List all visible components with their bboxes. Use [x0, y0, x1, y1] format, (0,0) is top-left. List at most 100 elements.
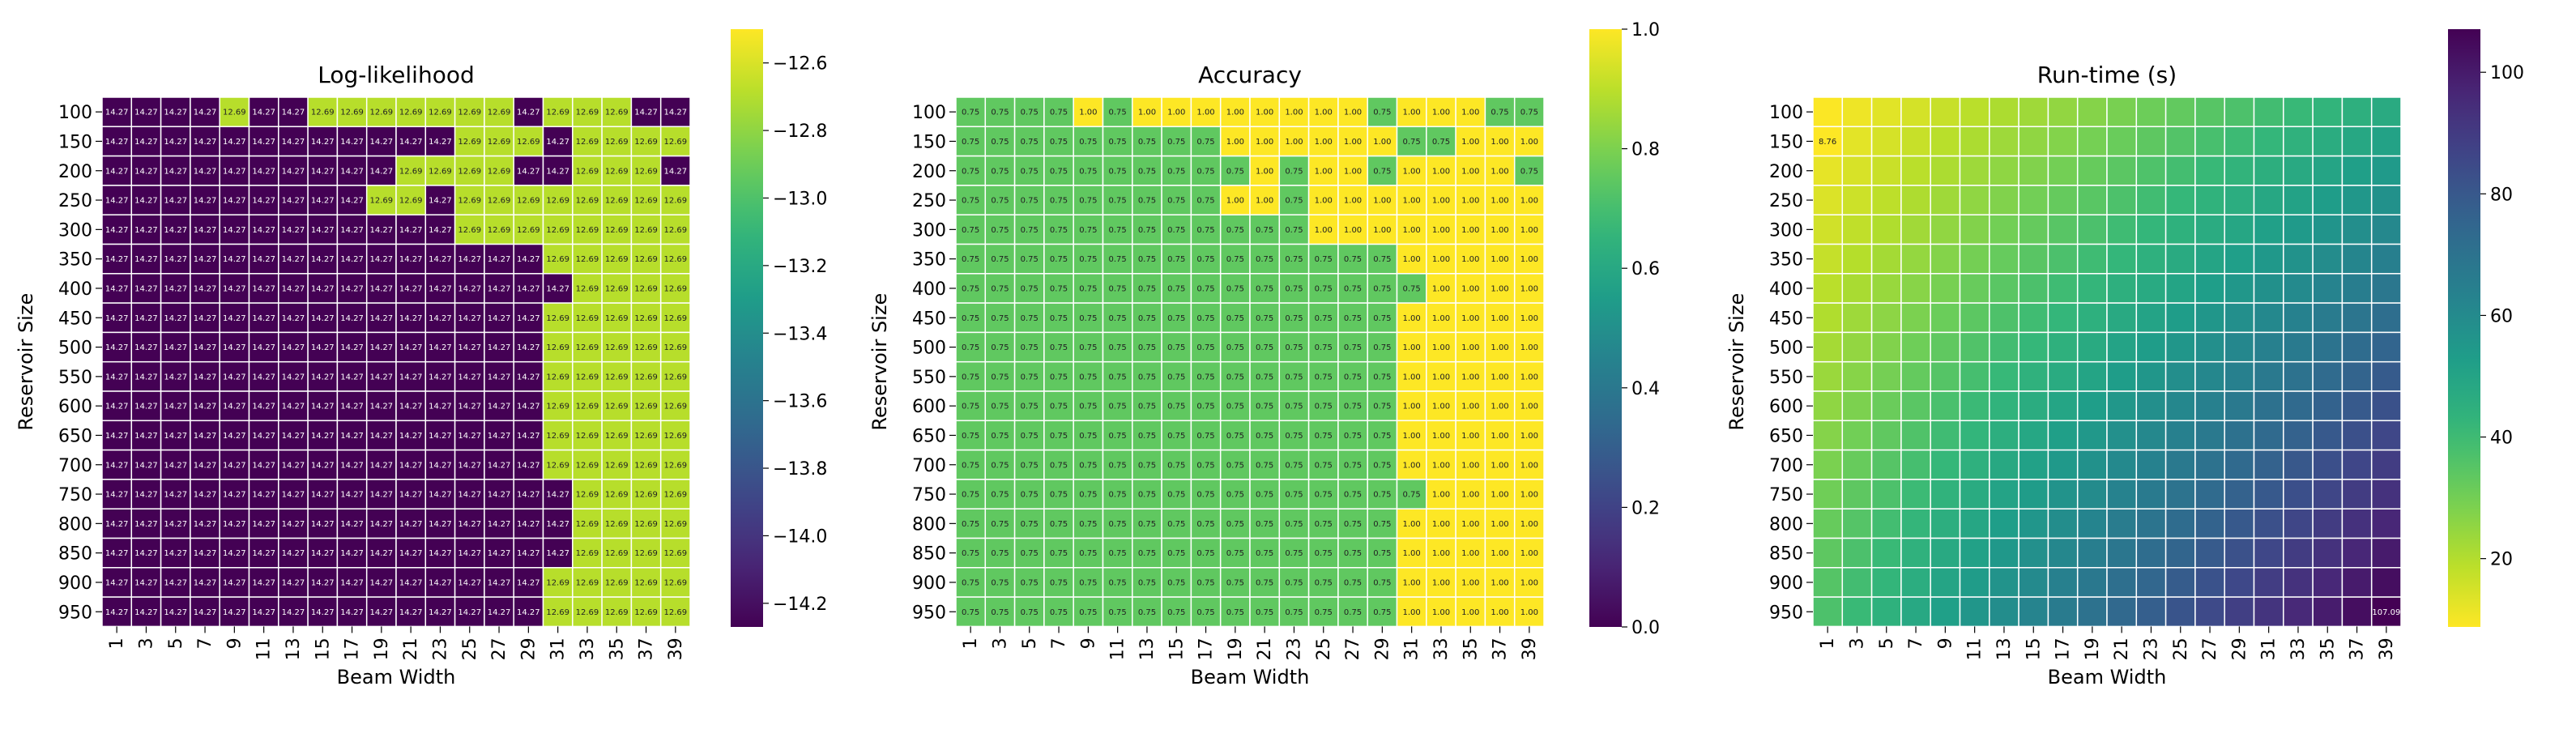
- heatmap-cell: [630, 155, 662, 186]
- heatmap-cell: [2047, 155, 2079, 186]
- cell-label: 0.75: [1491, 109, 1508, 117]
- heatmap-cell: [2135, 126, 2167, 157]
- cell-label: 12.69: [634, 343, 658, 352]
- cell-label: 0.75: [962, 109, 979, 117]
- cell-label: 0.75: [1196, 343, 1214, 352]
- heatmap-cell: [365, 302, 397, 334]
- cell-label: 1.00: [1432, 314, 1450, 323]
- cell-label: 1.00: [1432, 461, 1450, 470]
- heatmap-cell: [1132, 537, 1162, 569]
- heatmap-cell: [1278, 360, 1310, 392]
- cell-label: 14.27: [223, 491, 246, 500]
- cell-label: 14.27: [429, 314, 452, 323]
- cell-label: 0.75: [1138, 197, 1156, 206]
- y-tick-label: 950: [1769, 603, 1803, 623]
- heatmap-cell: [2106, 420, 2138, 451]
- cell-label: 14.27: [282, 226, 305, 235]
- cell-label: 12.69: [546, 343, 569, 352]
- heatmap-cell: [2253, 243, 2284, 275]
- heatmap-cell: [1219, 420, 1251, 451]
- cell-label: 0.75: [1315, 314, 1333, 323]
- heatmap-cell: [2047, 508, 2079, 539]
- cell-label: 14.27: [164, 608, 187, 617]
- colorbar: [2448, 29, 2480, 627]
- cell-label: 12.69: [634, 549, 658, 558]
- heatmap-cell: [307, 508, 339, 539]
- cell-label: 0.75: [1050, 403, 1068, 411]
- x-tick-label: 5: [166, 637, 186, 649]
- cell-label: 0.75: [1079, 549, 1097, 558]
- y-tick-label: 100: [58, 103, 92, 123]
- heatmap-cell: [2135, 185, 2167, 215]
- cell-label: 0.75: [1315, 403, 1333, 411]
- cell-label: 14.27: [194, 226, 217, 235]
- cell-label: 0.75: [1285, 226, 1303, 235]
- cell-label: 0.75: [1050, 461, 1068, 470]
- heatmap-cell: [572, 96, 603, 128]
- heatmap-cell: [424, 185, 456, 215]
- cell-label: 14.27: [134, 226, 158, 235]
- cell-label: 14.27: [311, 138, 335, 147]
- heatmap-cell: [2370, 96, 2402, 128]
- cell-label: 0.75: [1344, 549, 1362, 558]
- cell-label: 0.75: [1138, 226, 1156, 235]
- heatmap-cell: [1219, 302, 1251, 334]
- y-tick-label: 300: [1769, 220, 1803, 241]
- heatmap-cell: [424, 390, 456, 422]
- heatmap-cell: [307, 302, 339, 334]
- y-tick-label: 200: [58, 162, 92, 182]
- cell-label: 1.00: [1432, 197, 1450, 206]
- cell-label: 14.27: [370, 403, 394, 411]
- heatmap-cell: [1959, 449, 1990, 480]
- colorbar-tick-label: 40: [2490, 428, 2513, 449]
- x-tick-label: 19: [372, 637, 392, 660]
- heatmap-cell: [1249, 155, 1281, 186]
- x-axis-label: Beam Width: [2048, 666, 2167, 688]
- y-tick-label: 950: [912, 603, 946, 623]
- heatmap-cell: [1930, 390, 1961, 422]
- cell-label: 1.00: [1461, 608, 1479, 617]
- heatmap-cell: [1073, 449, 1104, 480]
- cell-label: 0.75: [991, 608, 1009, 617]
- cell-label: 0.75: [1256, 373, 1273, 382]
- heatmap-cell: [1930, 331, 1961, 363]
- x-tick-label: 5: [1877, 637, 1897, 649]
- cell-label: 0.75: [1196, 520, 1214, 529]
- heatmap-cell: [1513, 390, 1545, 422]
- x-tick-label: 17: [343, 637, 363, 660]
- cell-label: 12.69: [664, 314, 688, 323]
- x-tick-label: 19: [1226, 637, 1246, 660]
- heatmap-cell: [1989, 567, 2019, 598]
- heatmap-cell: [1278, 331, 1310, 363]
- cell-label: 14.27: [105, 549, 129, 558]
- heatmap-cell: [1959, 479, 1990, 509]
- y-axis-label: Reservoir Size: [1725, 293, 1748, 431]
- heatmap-cell: [336, 449, 368, 480]
- cell-label: 14.27: [134, 432, 158, 441]
- cell-label: 14.27: [105, 491, 129, 500]
- cell-label: 0.75: [1315, 608, 1333, 617]
- heatmap-cell: [190, 508, 220, 539]
- heatmap-cell: [2283, 508, 2314, 539]
- chart-title: Run-time (s): [2037, 62, 2177, 88]
- heatmap-cell: [2164, 508, 2196, 539]
- heatmap-cell: [1367, 449, 1398, 480]
- heatmap-cell: [2312, 273, 2344, 304]
- cell-label: 14.27: [134, 343, 158, 352]
- heatmap-cell: [2283, 596, 2314, 628]
- cell-label: 1.00: [1315, 109, 1333, 117]
- heatmap-cell: [248, 390, 279, 422]
- cell-label: 1.00: [1491, 284, 1508, 293]
- cell-label: 1.00: [1167, 109, 1185, 117]
- x-tick-label: 15: [2024, 637, 2044, 660]
- cell-label: 14.27: [223, 549, 246, 558]
- cell-label: 12.69: [634, 373, 658, 382]
- heatmap-cell: [513, 567, 544, 598]
- cell-label: 0.75: [1079, 491, 1097, 500]
- heatmap-cell: [2076, 302, 2108, 334]
- heatmap-cell: [336, 273, 368, 304]
- heatmap-cell: [2224, 126, 2255, 157]
- cell-label: 1.00: [1432, 284, 1450, 293]
- cell-label: 0.75: [1167, 226, 1185, 235]
- heatmap-cell: [601, 214, 633, 245]
